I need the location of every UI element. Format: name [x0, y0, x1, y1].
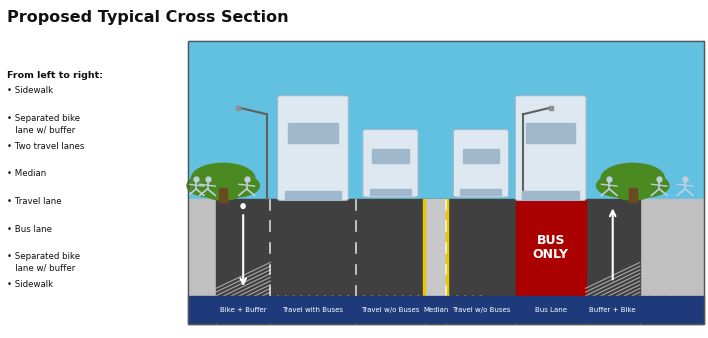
- Bar: [426, 199, 446, 296]
- Text: ⬤: ⬤: [240, 202, 246, 209]
- Text: • Sidewalk: • Sidewalk: [7, 280, 53, 289]
- Text: Bus Lane: Bus Lane: [535, 307, 566, 313]
- Circle shape: [202, 180, 244, 200]
- FancyBboxPatch shape: [515, 96, 586, 200]
- Bar: [219, 188, 227, 202]
- Bar: [462, 149, 499, 163]
- Bar: [188, 41, 704, 199]
- Text: From left to right:: From left to right:: [7, 71, 103, 80]
- Bar: [372, 149, 409, 163]
- Bar: [523, 191, 579, 199]
- Bar: [526, 123, 576, 143]
- Bar: [516, 199, 586, 296]
- Text: • Travel lane: • Travel lane: [7, 197, 62, 206]
- Bar: [640, 199, 704, 296]
- Bar: [446, 199, 448, 296]
- Circle shape: [601, 163, 665, 194]
- Text: Travel w/o Buses: Travel w/o Buses: [361, 307, 420, 313]
- FancyBboxPatch shape: [453, 129, 508, 197]
- Text: • Separated bike
   lane w/ buffer: • Separated bike lane w/ buffer: [7, 114, 80, 135]
- Text: Buffer + Bike: Buffer + Bike: [589, 307, 636, 313]
- Text: • Bus lane: • Bus lane: [7, 225, 52, 234]
- Text: • Two travel lanes: • Two travel lanes: [7, 142, 84, 151]
- Text: BUS
ONLY: BUS ONLY: [532, 234, 569, 261]
- Bar: [188, 296, 704, 324]
- Bar: [285, 191, 341, 199]
- Circle shape: [187, 174, 234, 197]
- Bar: [629, 188, 636, 202]
- Text: Travel w/o Buses: Travel w/o Buses: [452, 307, 510, 313]
- FancyBboxPatch shape: [363, 129, 418, 197]
- Text: Median: Median: [423, 307, 448, 313]
- Circle shape: [191, 163, 255, 194]
- Circle shape: [622, 174, 669, 197]
- Bar: [188, 199, 216, 296]
- Text: Travel with Buses: Travel with Buses: [282, 307, 343, 313]
- Bar: [188, 41, 704, 324]
- Bar: [460, 189, 501, 195]
- Text: • Separated bike
   lane w/ buffer: • Separated bike lane w/ buffer: [7, 252, 80, 273]
- Bar: [216, 199, 640, 296]
- Bar: [370, 189, 411, 195]
- Text: Proposed Typical Cross Section: Proposed Typical Cross Section: [7, 10, 289, 25]
- Text: • Median: • Median: [7, 169, 46, 178]
- Text: • Sidewalk: • Sidewalk: [7, 86, 53, 95]
- Text: Bike + Buffer: Bike + Buffer: [220, 307, 266, 313]
- Bar: [423, 199, 426, 296]
- Circle shape: [612, 180, 653, 200]
- Bar: [288, 123, 338, 143]
- Circle shape: [597, 174, 644, 197]
- Circle shape: [212, 174, 259, 197]
- FancyBboxPatch shape: [278, 96, 348, 200]
